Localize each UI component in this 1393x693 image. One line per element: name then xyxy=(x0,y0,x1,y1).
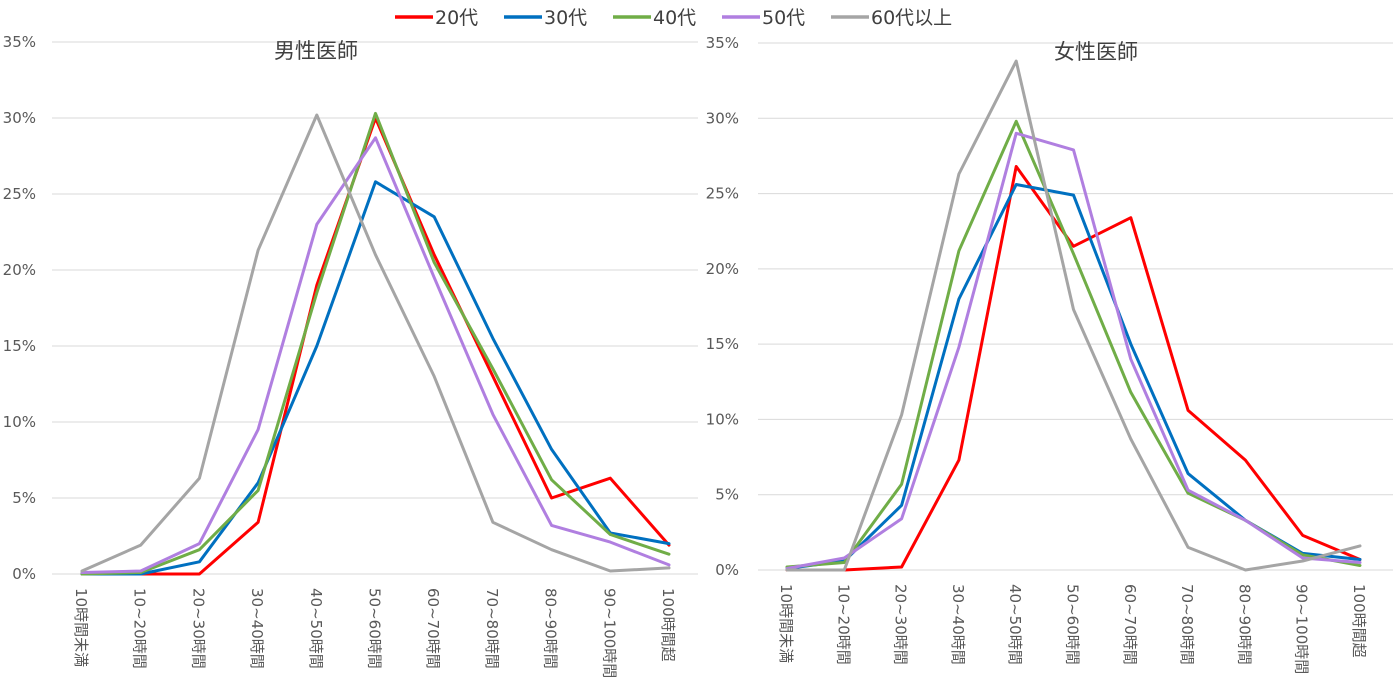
y-tick-label: 30% xyxy=(706,109,739,127)
x-tick-label: 10時間未満 xyxy=(72,588,90,667)
x-tick-label: 20~30時間 xyxy=(189,588,207,669)
y-tick-label: 25% xyxy=(706,185,739,203)
legend-label: 20代 xyxy=(435,7,478,29)
series-line-40代 xyxy=(80,111,671,576)
y-tick-label: 10% xyxy=(706,410,739,428)
x-tick-label: 30~40時間 xyxy=(248,588,266,669)
legend: 20代 30代 40代 50代 60代以上 xyxy=(395,7,952,29)
x-tick-label: 40~50時間 xyxy=(1006,584,1024,665)
series-line-20代 xyxy=(785,165,1362,572)
x-tick-label: 60~70時間 xyxy=(424,588,442,669)
x-tick-label: 50~60時間 xyxy=(1064,584,1082,665)
y-tick-label: 25% xyxy=(3,185,36,203)
x-tick-label: 100時間超 xyxy=(1350,584,1368,658)
y-tick-label: 35% xyxy=(3,33,36,51)
series-line-60代以上 xyxy=(785,59,1362,572)
y-tick-label: 15% xyxy=(706,335,739,353)
chart-male-doctors: 0% 5% 10% 15% 20% 25% 30% 35% 男性医師 10時間未満 10~20時間 2… xyxy=(3,33,698,678)
x-tick-label: 100時間超 xyxy=(659,588,677,662)
y-tick-label: 20% xyxy=(706,260,739,278)
y-tick-label: 0% xyxy=(12,565,36,583)
x-tick-label: 70~80時間 xyxy=(483,588,501,669)
series-line-30代 xyxy=(785,183,1362,570)
x-tick-label: 20~30時間 xyxy=(892,584,910,665)
x-tick-label: 90~100時間 xyxy=(1293,584,1311,674)
series-line-60代以上 xyxy=(80,113,671,573)
x-tick-label: 60~70時間 xyxy=(1121,584,1139,665)
x-tick-label: 10~20時間 xyxy=(834,584,852,665)
y-tick-label: 5% xyxy=(12,489,36,507)
y-tick-label: 15% xyxy=(3,337,36,355)
legend-label: 50代 xyxy=(762,7,805,29)
x-tick-label: 50~60時間 xyxy=(366,588,384,669)
legend-label: 60代以上 xyxy=(871,7,952,29)
series-line-30代 xyxy=(80,180,671,576)
x-tick-label: 10~20時間 xyxy=(131,588,149,669)
chart-title: 男性医師 xyxy=(274,39,358,63)
x-tick-label: 80~90時間 xyxy=(542,588,560,669)
x-tick-label: 30~40時間 xyxy=(949,584,967,665)
series-line-50代 xyxy=(785,131,1362,570)
x-tick-label: 40~50時間 xyxy=(307,588,325,669)
x-tick-label: 10時間未満 xyxy=(777,584,795,663)
legend-label: 30代 xyxy=(544,7,587,29)
y-tick-label: 5% xyxy=(715,486,739,504)
chart-title: 女性医師 xyxy=(1054,40,1138,64)
y-tick-label: 0% xyxy=(715,561,739,579)
y-tick-label: 20% xyxy=(3,261,36,279)
y-tick-label: 35% xyxy=(706,34,739,52)
y-tick-label: 10% xyxy=(3,413,36,431)
chart-female-doctors: 0% 5% 10% 15% 20% 25% 30% 35% 女性医師 10時間未満 10~20時間 2… xyxy=(706,34,1393,674)
x-tick-label: 80~90時間 xyxy=(1235,584,1253,665)
y-tick-label: 30% xyxy=(3,109,36,127)
x-tick-label: 70~80時間 xyxy=(1178,584,1196,665)
series-line-50代 xyxy=(80,136,671,574)
x-tick-label: 90~100時間 xyxy=(600,588,618,678)
legend-label: 40代 xyxy=(653,7,696,29)
